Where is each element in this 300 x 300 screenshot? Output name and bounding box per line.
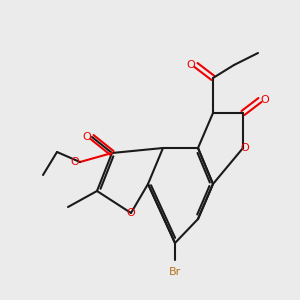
Text: O: O [241, 143, 249, 153]
Text: O: O [127, 208, 135, 218]
Text: O: O [261, 95, 269, 105]
Text: O: O [82, 132, 91, 142]
Text: O: O [187, 60, 195, 70]
Text: O: O [70, 157, 80, 167]
Text: Br: Br [169, 267, 181, 277]
